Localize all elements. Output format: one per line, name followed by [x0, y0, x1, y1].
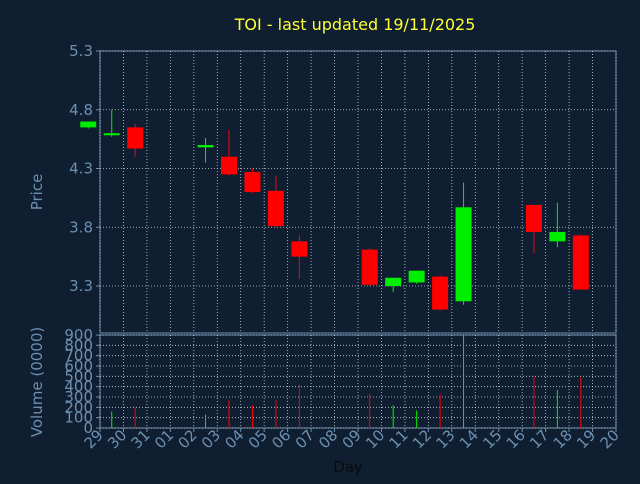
- price-grid: [99, 50, 617, 334]
- volume-tick-label: 300: [64, 388, 93, 406]
- candle-body: [221, 156, 237, 175]
- volume-bars: [111, 335, 582, 428]
- candle-body: [385, 277, 402, 286]
- x-ticks: 2930310102030405060708091011121314151617…: [81, 426, 623, 452]
- price-tick-label: 4.8: [69, 101, 93, 119]
- volume-tick-label: 800: [64, 336, 93, 354]
- candle-body: [267, 190, 284, 227]
- x-axis-label: Day: [333, 458, 363, 476]
- volume-tick-label: 100: [64, 409, 93, 427]
- chart-title: TOI - last updated 19/11/2025: [234, 15, 476, 34]
- candle-body: [361, 249, 378, 285]
- candle-body: [291, 241, 308, 257]
- price-axis-label: Price: [28, 174, 46, 211]
- price-tick-label: 4.3: [69, 160, 93, 178]
- candle-body: [244, 172, 261, 192]
- volume-axis-label: Volume (0000): [28, 327, 46, 437]
- volume-grid: [99, 334, 617, 429]
- volume-tick-label: 600: [64, 357, 93, 375]
- candle-body: [80, 121, 97, 128]
- candle-body: [455, 207, 472, 302]
- candle-body: [525, 204, 542, 232]
- candle-body: [103, 133, 120, 136]
- volume-tick-label: 700: [64, 347, 93, 365]
- price-y-ticks: 5.3 4.8 4.3 3.8 3.3: [69, 42, 100, 295]
- candle-body: [408, 270, 425, 283]
- candle-body: [572, 235, 589, 290]
- volume-tick-label: 500: [64, 367, 93, 385]
- volume-tick-label: 400: [64, 378, 93, 396]
- candle-body: [197, 145, 214, 148]
- price-tick-label: 5.3: [69, 42, 93, 60]
- candles: [80, 109, 589, 311]
- candle-body: [127, 127, 144, 149]
- volume-tick-label: 0: [83, 419, 93, 437]
- price-tick-label: 3.8: [69, 218, 93, 236]
- volume-tick-label: 200: [64, 398, 93, 416]
- volume-tick-label: 900: [64, 326, 93, 344]
- candle-body: [549, 231, 566, 242]
- candle-body: [432, 276, 449, 310]
- price-tick-label: 3.3: [69, 277, 93, 295]
